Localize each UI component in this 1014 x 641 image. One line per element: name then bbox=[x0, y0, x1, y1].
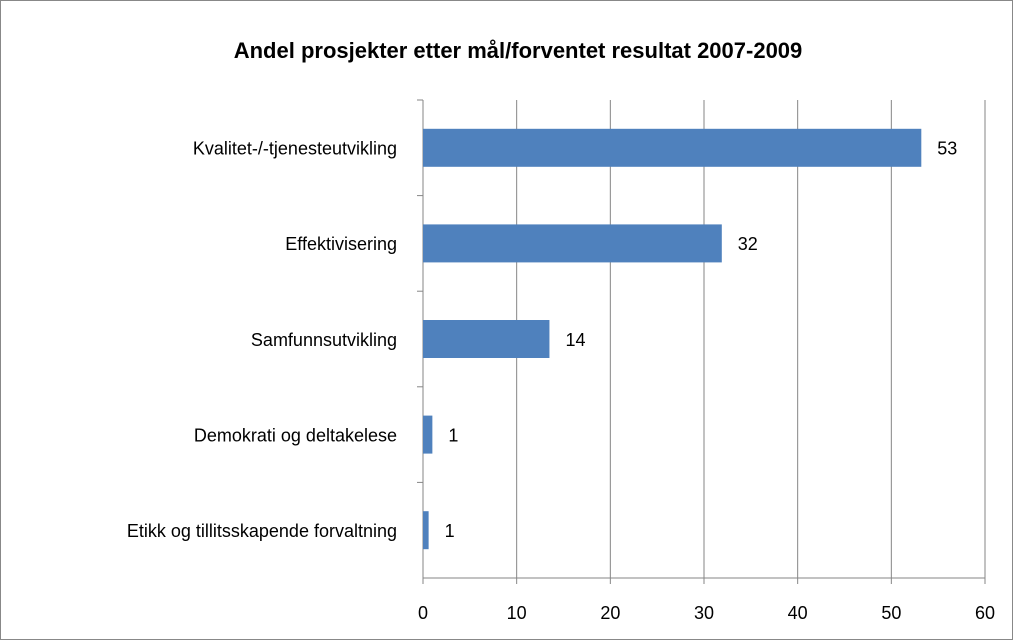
x-tick-label: 50 bbox=[881, 603, 901, 623]
chart-title: Andel prosjekter etter mål/forventet res… bbox=[234, 38, 803, 63]
bar bbox=[423, 224, 722, 263]
value-label: 14 bbox=[565, 330, 585, 350]
bar bbox=[423, 320, 550, 358]
value-label: 32 bbox=[738, 234, 758, 254]
bar bbox=[423, 128, 922, 167]
value-label: 1 bbox=[448, 425, 458, 445]
x-tick-label: 30 bbox=[694, 603, 714, 623]
y-tick-label: Effektivisering bbox=[285, 234, 397, 254]
value-label: 1 bbox=[445, 521, 455, 541]
x-tick-label: 0 bbox=[418, 603, 428, 623]
x-tick-label: 20 bbox=[600, 603, 620, 623]
x-tick-label: 60 bbox=[975, 603, 995, 623]
x-tick-label: 40 bbox=[788, 603, 808, 623]
bar bbox=[423, 511, 429, 550]
bar bbox=[423, 415, 433, 454]
value-label: 53 bbox=[937, 139, 957, 159]
y-tick-label: Samfunnsutvikling bbox=[251, 330, 397, 350]
x-tick-label: 10 bbox=[507, 603, 527, 623]
y-tick-label: Demokrati og deltakelese bbox=[194, 425, 397, 445]
y-tick-label: Kvalitet-/-tjenesteutvikling bbox=[193, 139, 397, 159]
y-tick-label: Etikk og tillitsskapende forvaltning bbox=[127, 521, 397, 541]
